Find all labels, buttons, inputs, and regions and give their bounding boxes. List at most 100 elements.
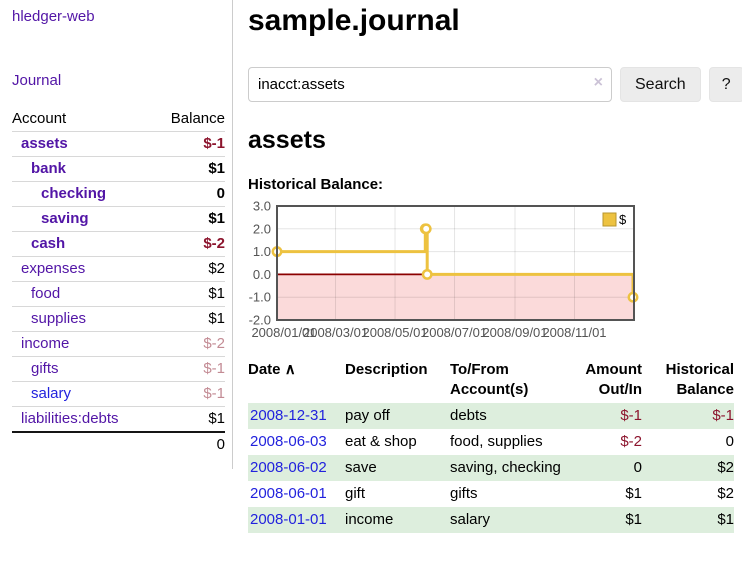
y-axis-tick-label: -1.0 <box>249 290 271 305</box>
register-row: 2008-06-01 gift gifts $1 $2 <box>248 481 734 507</box>
data-point <box>422 225 430 233</box>
account-link[interactable]: salary <box>31 385 71 402</box>
transaction-description: eat & shop <box>345 429 450 455</box>
transaction-description: gift <box>345 481 450 507</box>
register-row: 2008-06-03 eat & shop food, supplies $-2… <box>248 429 734 455</box>
account-row: food $1 <box>12 282 225 307</box>
account-link[interactable]: checking <box>41 185 106 202</box>
account-row: salary $-1 <box>12 382 225 407</box>
register-row: 2008-12-31 pay off debts $-1 $-1 <box>248 403 734 429</box>
account-link[interactable]: food <box>31 285 60 302</box>
account-balance: $-1 <box>203 385 225 402</box>
account-row: bank $1 <box>12 157 225 182</box>
y-axis-tick-label: 3.0 <box>253 199 271 214</box>
transaction-accounts: saving, checking <box>450 455 565 481</box>
transaction-amount: $-1 <box>565 403 642 429</box>
balance-column-header: Balance <box>153 108 225 132</box>
transaction-accounts: food, supplies <box>450 429 565 455</box>
account-link[interactable]: income <box>21 335 69 352</box>
transaction-date-link[interactable]: 2008-06-03 <box>250 433 327 450</box>
help-button[interactable]: ? <box>709 67 742 102</box>
total-label-cell <box>12 432 153 457</box>
account-balance: $1 <box>208 210 225 227</box>
account-row: income $-2 <box>12 332 225 357</box>
x-axis-tick-label: 2008/09/01 <box>482 325 547 340</box>
account-balance: $1 <box>208 410 225 427</box>
account-balance: $-2 <box>203 335 225 352</box>
account-row: assets $-1 <box>12 132 225 157</box>
account-row: saving $1 <box>12 207 225 232</box>
data-point <box>423 270 431 278</box>
account-balance: $1 <box>208 285 225 302</box>
accounts-column-header: To/From Account(s) <box>450 358 565 403</box>
register-header-row: Date ∧ Description To/From Account(s) Am… <box>248 358 734 403</box>
search-form: × Search ? <box>248 67 742 102</box>
account-link[interactable]: liabilities:debts <box>21 410 119 427</box>
search-input[interactable] <box>248 67 612 102</box>
register-table: Date ∧ Description To/From Account(s) Am… <box>248 358 734 533</box>
transaction-accounts: debts <box>450 403 565 429</box>
account-link[interactable]: gifts <box>31 360 59 377</box>
account-balance: $1 <box>208 160 225 177</box>
x-axis-tick-label: 2008/11/01 <box>542 325 606 340</box>
y-axis-tick-label: 2.0 <box>253 221 271 236</box>
date-column-label: Date <box>248 361 281 378</box>
app-window: hledger-web Journal Account Balance asse… <box>0 0 742 533</box>
clear-search-icon[interactable]: × <box>594 74 603 92</box>
account-link[interactable]: expenses <box>21 260 85 277</box>
register-row: 2008-01-01 income salary $1 $1 <box>248 507 734 533</box>
chart-title: Historical Balance: <box>248 176 742 193</box>
account-balance: $1 <box>208 310 225 327</box>
transaction-date-link[interactable]: 2008-06-02 <box>250 459 327 476</box>
transaction-balance: $-1 <box>642 403 734 429</box>
search-button[interactable]: Search <box>620 67 701 102</box>
accounts-table: Account Balance assets $-1 bank $1 check… <box>12 108 225 457</box>
transaction-amount: $-2 <box>565 429 642 455</box>
account-column-header: Account <box>12 108 153 132</box>
transaction-accounts: gifts <box>450 481 565 507</box>
transaction-description: save <box>345 455 450 481</box>
account-row: checking 0 <box>12 182 225 207</box>
transaction-date-link[interactable]: 2008-12-31 <box>250 407 327 424</box>
account-title: assets <box>248 125 742 155</box>
account-balance: $2 <box>208 260 225 277</box>
sidebar-item-journal[interactable]: Journal <box>12 72 61 89</box>
search-box: × <box>248 67 612 102</box>
account-link[interactable]: assets <box>21 135 68 152</box>
account-balance: $-1 <box>203 360 225 377</box>
sort-ascending-icon: ∧ <box>285 361 296 378</box>
account-row: expenses $2 <box>12 257 225 282</box>
sidebar: hledger-web Journal Account Balance asse… <box>0 0 233 469</box>
transaction-date-link[interactable]: 2008-06-01 <box>250 485 327 502</box>
transaction-date-link[interactable]: 2008-01-01 <box>250 511 327 528</box>
brand-link[interactable]: hledger-web <box>12 8 225 25</box>
transaction-description: income <box>345 507 450 533</box>
description-column-header: Description <box>345 358 450 403</box>
account-link[interactable]: cash <box>31 235 65 252</box>
transaction-amount: $1 <box>565 481 642 507</box>
legend-swatch-icon <box>603 213 616 226</box>
account-balance: 0 <box>217 185 225 202</box>
transaction-balance: 0 <box>642 429 734 455</box>
account-balance: $-2 <box>203 235 225 252</box>
account-link[interactable]: saving <box>41 210 89 227</box>
account-link[interactable]: bank <box>31 160 66 177</box>
accounts-total-row: 0 <box>12 432 225 457</box>
register-row: 2008-06-02 save saving, checking 0 $2 <box>248 455 734 481</box>
account-link[interactable]: supplies <box>31 310 86 327</box>
amount-column-header: Amount Out/In <box>565 358 642 403</box>
account-row: gifts $-1 <box>12 357 225 382</box>
x-axis-tick-label: 2008/03/01 <box>303 325 368 340</box>
sort-by-date-header[interactable]: Date ∧ <box>248 358 345 403</box>
chart-canvas: 3.02.01.00.0-1.0-2.02008/01/012008/03/01… <box>248 202 734 344</box>
account-row: supplies $1 <box>12 307 225 332</box>
historical-balance-column-header: Historical Balance <box>642 358 734 403</box>
y-axis-tick-label: 0.0 <box>253 267 271 282</box>
accounts-header-row: Account Balance <box>12 108 225 132</box>
y-axis-tick-label: 1.0 <box>253 244 271 259</box>
account-row: liabilities:debts $1 <box>12 407 225 433</box>
main-content: sample.journal × Search ? assets Histori… <box>233 0 742 533</box>
x-axis-tick-label: 2008/07/01 <box>422 325 487 340</box>
transaction-description: pay off <box>345 403 450 429</box>
transaction-balance: $2 <box>642 481 734 507</box>
